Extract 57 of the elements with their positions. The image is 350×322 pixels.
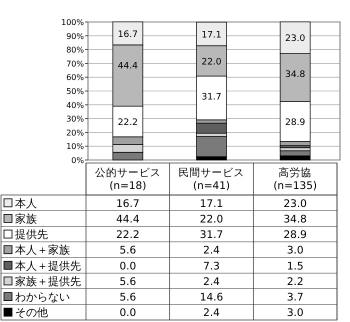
y-tick-label: 10% <box>66 142 84 152</box>
y-tick-label: 50% <box>66 87 84 96</box>
x-tick-label: 民間サービス(n=41) <box>178 167 244 192</box>
data-label: 17.1 <box>200 198 224 210</box>
bar <box>196 136 227 158</box>
data-label: 28.9 <box>283 229 307 242</box>
data-label: 1.5 <box>286 260 304 272</box>
annotation: 31.7 <box>201 92 222 103</box>
data-label: 44.4 <box>116 213 140 226</box>
legend-label: その他 <box>15 306 48 320</box>
data-label: 2.2 <box>286 276 304 288</box>
data-label: 5.6 <box>119 292 136 304</box>
y-tick-label: 60% <box>66 73 84 82</box>
annotation: 22.2 <box>118 118 138 128</box>
bar <box>196 122 227 134</box>
y-tick-label: 100% <box>61 18 84 27</box>
legend-label: 提供先 <box>15 228 48 242</box>
annotation: 28.9 <box>285 118 306 128</box>
annotation: 44.4 <box>118 61 138 72</box>
data-label: 0.0 <box>119 307 136 320</box>
data-label: 34.8 <box>283 213 307 226</box>
annotation: 16.7 <box>118 30 138 40</box>
data-label: 5.6 <box>119 276 136 288</box>
legend-label: 家族＋提供先 <box>15 274 81 288</box>
annotation: 23.0 <box>285 34 306 44</box>
data-label: 16.7 <box>116 198 140 210</box>
legend-label: 家族 <box>15 212 37 226</box>
annotation: 34.8 <box>285 70 306 80</box>
data-label: 3.7 <box>286 292 304 304</box>
y-tick-label: 40% <box>66 100 84 110</box>
data-label: 2.4 <box>203 276 220 288</box>
data-label: 31.7 <box>200 229 224 242</box>
data-label: 5.6 <box>119 244 136 257</box>
data-label: 2.4 <box>203 244 220 257</box>
annotation: 17.1 <box>201 30 222 40</box>
legend-label: 本人＋提供先 <box>15 259 81 272</box>
data-label: 2.4 <box>203 307 220 320</box>
data-label: 7.3 <box>203 260 220 272</box>
legend-label: 本人 <box>15 196 37 210</box>
data-label: 3.0 <box>286 307 304 320</box>
data-label: 0.0 <box>119 260 136 272</box>
x-tick-label: 公的サービス(n=18) <box>94 167 161 192</box>
annotation: 22.0 <box>201 57 222 68</box>
y-tick-label: 70% <box>66 59 84 68</box>
legend-label: 本人＋家族 <box>15 244 70 257</box>
x-tick-label: 高労協(n=135) <box>273 166 318 192</box>
y-tick-label: 0% <box>71 156 84 165</box>
data-label: 3.0 <box>286 244 304 257</box>
data-label: 22.2 <box>116 229 140 242</box>
data-label: 23.0 <box>283 198 307 210</box>
y-tick-label: 90% <box>66 32 84 41</box>
legend-label: わからない <box>15 290 70 304</box>
data-label: 22.0 <box>200 213 224 226</box>
data-label: 14.6 <box>200 292 224 304</box>
y-tick-label: 80% <box>66 46 84 55</box>
y-tick-label: 30% <box>66 114 84 124</box>
y-tick-label: 20% <box>66 128 84 138</box>
